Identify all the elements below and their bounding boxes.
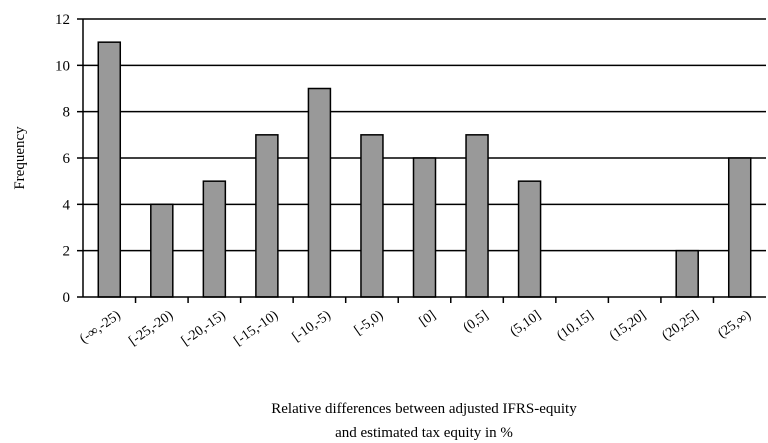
bar (150, 203, 174, 298)
x-tick-label: [-15,-10) (231, 308, 281, 349)
x-tick-label: [-5,0) (352, 308, 387, 339)
x-axis-title-line-2: and estimated tax equity in % (335, 425, 513, 441)
x-tick-label: (10,15] (554, 308, 596, 344)
bar (307, 87, 332, 298)
bar (675, 249, 699, 298)
x-tick-label: (5,10] (508, 308, 544, 340)
x-tick-label: (-∞,-25) (77, 308, 124, 347)
y-tick-label: 6 (63, 151, 71, 167)
bar (360, 134, 384, 298)
x-tick-label: (20,25] (659, 308, 701, 344)
x-tick-label: [-20,-15) (179, 308, 229, 349)
x-tick-label: (25,∞) (715, 308, 754, 342)
x-tick-label: (15,20] (607, 308, 649, 344)
bar (255, 134, 279, 298)
y-tick-labels: 0 2 4 6 8 10 12 (55, 12, 83, 306)
y-axis-title: Frequency (12, 126, 28, 190)
bar (727, 157, 752, 298)
x-tick-label: [-25,-20) (126, 308, 176, 349)
x-tick-label: [0] (417, 308, 439, 330)
x-tick-labels: (-∞,-25) [-25,-20) [-20,-15) [-15,-10) [-10,… (77, 297, 754, 349)
y-tick-label: 12 (55, 12, 70, 28)
y-tick-label: 8 (63, 105, 71, 121)
bar (465, 134, 489, 298)
bar (517, 180, 542, 298)
y-tick-label: 2 (63, 244, 71, 260)
bar (97, 41, 122, 298)
x-tick-label: [-10,-5) (290, 308, 334, 345)
bar (202, 180, 227, 298)
y-tick-label: 0 (63, 290, 71, 306)
x-tick-label: (0,5] (461, 308, 492, 336)
bars (97, 41, 752, 298)
y-tick-label: 4 (63, 197, 71, 213)
y-tick-label: 10 (55, 58, 70, 74)
x-axis-title-line-1: Relative differences between adjusted IF… (271, 401, 577, 417)
bar (412, 157, 437, 298)
